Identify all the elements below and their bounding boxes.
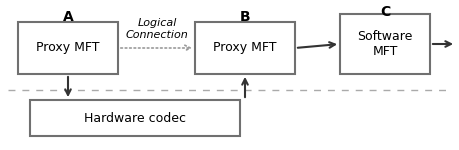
Text: Connection: Connection [125,30,188,40]
FancyBboxPatch shape [339,14,429,74]
Text: Hardware codec: Hardware codec [84,111,185,124]
Text: Software
MFT: Software MFT [357,30,412,58]
FancyBboxPatch shape [30,100,240,136]
FancyBboxPatch shape [18,22,118,74]
Text: Proxy MFT: Proxy MFT [213,42,276,54]
FancyBboxPatch shape [195,22,294,74]
Text: B: B [239,10,250,24]
Text: C: C [379,5,389,19]
Text: Logical: Logical [137,18,176,28]
Text: Proxy MFT: Proxy MFT [36,42,100,54]
Text: A: A [62,10,73,24]
